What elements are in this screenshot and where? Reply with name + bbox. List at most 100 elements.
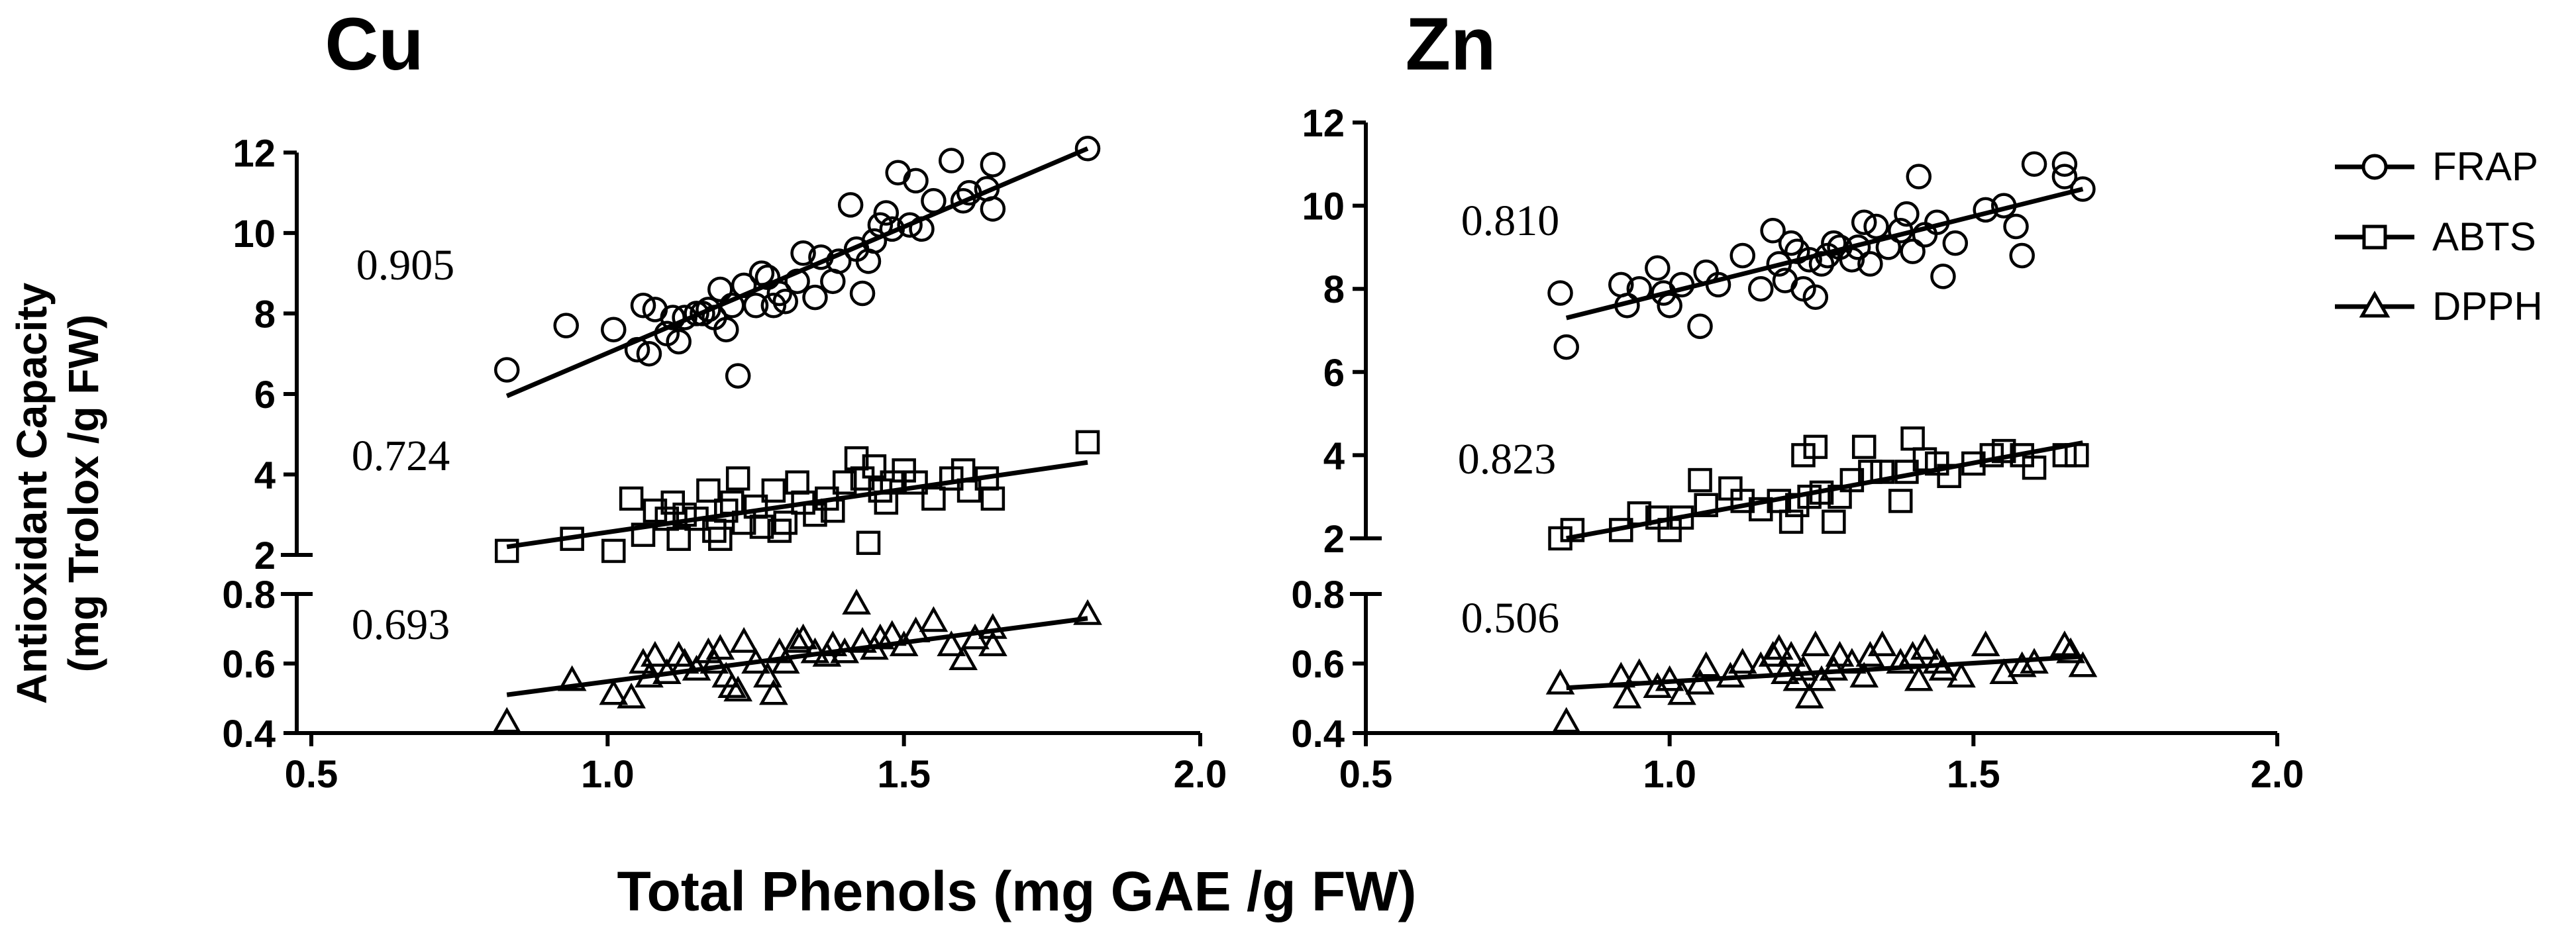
- abts-point: [1560, 518, 1585, 542]
- dpph-point: [937, 630, 966, 656]
- frap-point: [867, 212, 894, 238]
- dpph-point: [1606, 662, 1636, 688]
- frap-point: [921, 188, 947, 214]
- abts-point: [1749, 497, 1773, 522]
- frap-point: [1796, 246, 1822, 273]
- dpph-point: [800, 637, 830, 664]
- dpph-point: [919, 606, 949, 632]
- dpph-point: [2056, 637, 2085, 664]
- frap-point: [2009, 242, 2035, 269]
- abts-point: [862, 454, 887, 479]
- frap-point: [1669, 271, 1695, 298]
- abts-r-label: 0.724: [352, 432, 450, 480]
- frap-point: [1766, 251, 1792, 277]
- dpph-point: [978, 613, 1007, 639]
- abts-point: [1828, 484, 1852, 509]
- dpph-r-label: 0.506: [1461, 594, 1560, 642]
- dpph-point: [2020, 648, 2049, 674]
- chart-panel-zn: Zn 2 4 6 8 10 12 0.4 0.6 0.8 0.5 1.0 1.5 2.0 0.810 0.82…: [1291, 3, 2304, 796]
- frap-point: [1845, 234, 1871, 260]
- abts-point: [1809, 480, 1834, 505]
- frap-point: [1894, 201, 1920, 227]
- dpph-point: [670, 648, 699, 674]
- frap-point: [1074, 136, 1101, 162]
- frap-point: [1645, 255, 1671, 281]
- abts-point: [1791, 443, 1816, 468]
- frap-point: [1857, 251, 1883, 277]
- frap-point: [707, 276, 733, 303]
- dpph-point: [1545, 668, 1575, 695]
- legend: FRAP ABTS DPPH: [2335, 144, 2543, 328]
- frap-point: [672, 305, 697, 330]
- abts-point: [767, 518, 792, 543]
- dpph-point: [889, 630, 919, 656]
- y-axis-label-line2: (mg Trolox /g FW): [60, 315, 107, 672]
- abts-point: [1822, 509, 1846, 534]
- y-tick-label-lower: 0.4: [1291, 713, 1345, 756]
- frap-point: [1973, 197, 1998, 223]
- frap-point: [956, 179, 982, 206]
- dpph-point: [729, 626, 758, 653]
- dpph-point: [949, 644, 978, 670]
- dpph-point: [1867, 630, 1897, 656]
- dpph-point: [492, 707, 522, 733]
- dpph-point: [635, 662, 664, 688]
- dpph-point: [1643, 672, 1673, 698]
- frap-point: [1760, 218, 1786, 244]
- dpph-point: [1837, 648, 1867, 674]
- frap-point: [1821, 230, 1847, 256]
- dpph-fit-line: [506, 616, 1088, 697]
- abts-point: [921, 486, 946, 511]
- abts-point: [1858, 460, 1882, 484]
- frap-point: [1802, 284, 1829, 311]
- y-tick-label-upper: 4: [254, 454, 276, 497]
- dpph-point: [1624, 658, 1654, 684]
- y-tick-label-upper: 2: [1323, 518, 1345, 561]
- frap-point: [731, 272, 757, 299]
- dpph-point: [1825, 640, 1855, 667]
- abts-point: [1900, 426, 1925, 451]
- dpph-point: [1685, 668, 1715, 695]
- abts-point: [1767, 489, 1792, 513]
- frap-point: [1863, 213, 1889, 240]
- frap-point: [1888, 218, 1914, 244]
- frap-point: [861, 228, 888, 254]
- dpph-r-label: 0.693: [352, 601, 450, 649]
- y-tick-label-upper: 10: [1302, 185, 1345, 228]
- abts-fit-line: [1566, 440, 2084, 541]
- y-tick-label-upper: 12: [1302, 102, 1345, 145]
- abts-point: [1888, 489, 1913, 513]
- abts-point: [2010, 443, 2034, 468]
- frap-point: [553, 313, 579, 338]
- legend-dpph-label: DPPH: [2432, 284, 2543, 328]
- abts-point: [1991, 438, 2016, 464]
- frap-point: [1839, 246, 1865, 273]
- abts-point: [1797, 484, 1822, 509]
- dpph-point: [741, 648, 770, 674]
- frap-point: [660, 305, 686, 330]
- abts-point: [1778, 509, 1804, 534]
- abts-point: [749, 515, 774, 539]
- abts-point: [2065, 443, 2089, 468]
- frap-point: [1729, 242, 1755, 269]
- frap-point: [879, 216, 905, 242]
- frap-point: [980, 152, 1006, 177]
- y-tick-label-upper: 8: [1323, 268, 1345, 311]
- x-tick-label: 1.0: [581, 753, 635, 796]
- dpph-point: [1655, 665, 1684, 691]
- dpph-point: [978, 630, 1007, 656]
- abts-point: [2022, 455, 2047, 480]
- dpph-point: [1910, 634, 1939, 660]
- y-tick-label-upper: 8: [254, 293, 276, 336]
- frap-point: [950, 188, 976, 214]
- dpph-point: [2050, 630, 2079, 656]
- abts-point: [1894, 460, 1919, 484]
- frap-point: [1924, 209, 1950, 235]
- abts-point: [856, 530, 881, 556]
- legend-frap-label: FRAP: [2432, 144, 2538, 189]
- dpph-point: [641, 640, 670, 667]
- dpph-point: [699, 648, 729, 674]
- abts-point: [494, 538, 519, 564]
- abts-point: [1609, 518, 1633, 542]
- x-tick-label: 1.0: [1643, 753, 1696, 796]
